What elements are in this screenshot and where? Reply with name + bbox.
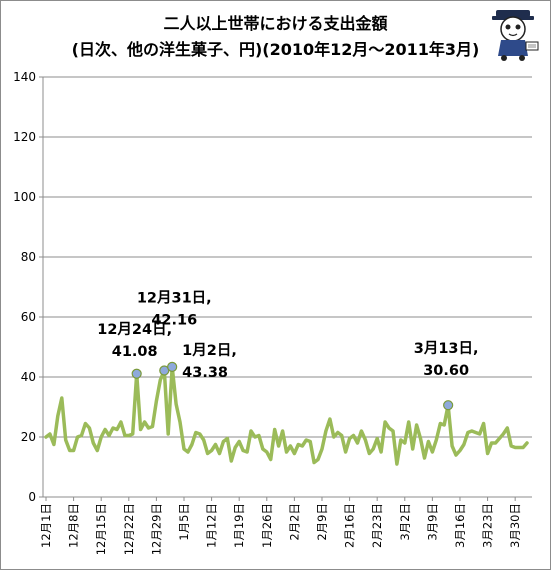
x-tick-label: 1月5日 bbox=[177, 503, 191, 541]
chart-title-line1: 二人以上世帯における支出金額 bbox=[163, 14, 388, 33]
data-label: 3月13日, bbox=[414, 340, 479, 357]
x-tick-label: 2月23日 bbox=[370, 503, 384, 548]
data-point-marker bbox=[131, 368, 142, 379]
data-label: 41.08 bbox=[112, 344, 158, 360]
x-tick-label: 3月2日 bbox=[398, 503, 412, 541]
y-tick-label: 20 bbox=[21, 430, 36, 444]
x-tick-label: 2月2日 bbox=[287, 503, 301, 541]
data-point-marker bbox=[167, 361, 178, 372]
chart-title-line2: (日次、他の洋生菓子、円)(2010年12月～2011年3月) bbox=[71, 40, 480, 59]
y-tick-label: 40 bbox=[21, 370, 36, 384]
data-label: 12月31日, bbox=[137, 290, 212, 307]
x-tick-label: 12月15日 bbox=[94, 503, 108, 555]
y-tick-label: 60 bbox=[21, 310, 36, 324]
x-tick-label: 12月8日 bbox=[67, 503, 81, 548]
y-tick-label: 140 bbox=[13, 70, 36, 84]
x-tick-label: 12月22日 bbox=[122, 503, 136, 555]
y-tick-label: 0 bbox=[28, 490, 36, 504]
x-tick-label: 3月9日 bbox=[425, 503, 439, 541]
data-label: 1月2日, bbox=[182, 342, 237, 359]
x-tick-label: 12月29日 bbox=[149, 503, 163, 555]
x-tick-label: 3月16日 bbox=[453, 503, 467, 548]
x-tick-label: 3月23日 bbox=[481, 503, 495, 548]
data-label: 43.38 bbox=[182, 365, 228, 381]
x-tick-label: 3月30日 bbox=[508, 503, 522, 548]
series-line bbox=[44, 365, 529, 466]
data-label: 12月24日, bbox=[97, 321, 172, 338]
x-tick-label: 12月1日 bbox=[39, 503, 53, 548]
cat-mascot-icon bbox=[492, 10, 539, 61]
data-label: 42.16 bbox=[151, 313, 197, 329]
y-tick-label: 80 bbox=[21, 250, 36, 264]
x-tick-label: 1月19日 bbox=[232, 503, 246, 548]
y-tick-label: 120 bbox=[13, 130, 36, 144]
y-tick-label: 100 bbox=[13, 190, 36, 204]
data-label: 30.60 bbox=[423, 363, 469, 379]
x-tick-label: 1月12日 bbox=[205, 503, 219, 548]
data-point-marker bbox=[443, 400, 454, 411]
x-tick-label: 2月9日 bbox=[315, 503, 329, 541]
x-tick-label: 1月26日 bbox=[260, 503, 274, 548]
x-tick-label: 2月16日 bbox=[343, 503, 357, 548]
